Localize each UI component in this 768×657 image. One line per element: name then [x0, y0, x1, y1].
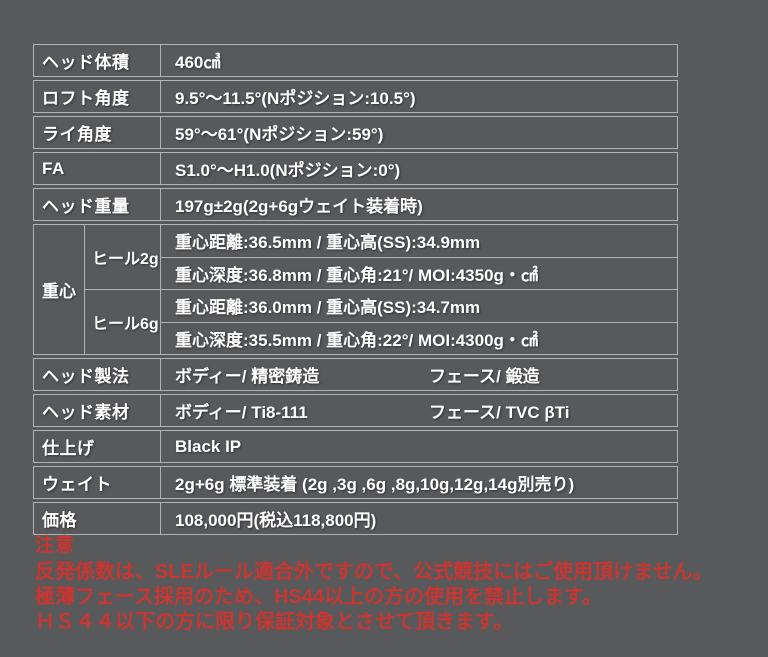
caution-line: 反発係数は、SLEルール適合外ですので、公式競技にはご使用頂けません。	[35, 561, 713, 583]
spec-label: ウェイト	[34, 467, 161, 498]
spec-table: ヘッド体積 460㎤ ロフト角度 9.5°～11.5°(Nポジション:10.5°…	[33, 44, 678, 538]
spec-label: ヘッド素材	[34, 395, 161, 426]
spec-value: 59°～61°(Nポジション:59°)	[175, 125, 384, 144]
spec-label: ヘッド体積	[34, 45, 161, 76]
spec-row-head-material: ヘッド素材 ボディー/ Ti8-111 フェース/ TVC βTi	[33, 394, 678, 427]
caution-notes: 注意 反発係数は、SLEルール適合外ですので、公式競技にはご使用頂けません。 極…	[35, 534, 768, 635]
spec-value: 108,000円(税込118,800円)	[175, 511, 377, 530]
cg-group-heel6g: ヒール6g 重心距離:36.0mm / 重心高(SS):34.7mm 重心深度:…	[85, 289, 677, 354]
cg-value-line: 重心深度:36.8mm / 重心角:21°/ MOI:4350g・㎠	[175, 265, 538, 285]
spec-value: 2g+6g 標準装着 (2g ,3g ,6g ,8g,10g,12g,14g別売…	[175, 475, 575, 494]
cg-content: ヒール2g 重心距離:36.5mm / 重心高(SS):34.9mm 重心深度:…	[85, 225, 677, 354]
center-of-gravity-block: 重心 ヒール2g 重心距離:36.5mm / 重心高(SS):34.9mm 重心…	[33, 224, 678, 355]
spec-value-face: フェース/ TVC βTi	[429, 403, 570, 422]
spec-row-finish: 仕上げ Black IP	[33, 430, 678, 463]
cg-label: 重心	[34, 225, 85, 354]
spec-label: 価格	[34, 503, 161, 534]
cg-sub-label: ヒール2g	[85, 225, 161, 289]
spec-label: FA	[34, 153, 161, 184]
spec-value-body: ボディー/ Ti8-111	[175, 403, 308, 422]
cg-group-heel2g: ヒール2g 重心距離:36.5mm / 重心高(SS):34.9mm 重心深度:…	[85, 225, 677, 289]
cg-value-line: 重心距離:36.5mm / 重心高(SS):34.9mm	[161, 225, 677, 258]
spec-value: 197g±2g(2g+6gウェイト装着時)	[175, 197, 423, 216]
spec-row-fa: FA S1.0°～H1.0(Nポジション:0°)	[33, 152, 678, 185]
spec-value: S1.0°～H1.0(Nポジション:0°)	[175, 161, 401, 180]
spec-value-body: ボディー/ 精密鋳造	[175, 367, 320, 386]
spec-label: ロフト角度	[34, 81, 161, 112]
spec-row-loft-angle: ロフト角度 9.5°～11.5°(Nポジション:10.5°)	[33, 80, 678, 113]
spec-label: ヘッド製法	[34, 359, 161, 390]
spec-label: ヘッド重量	[34, 189, 161, 220]
caution-title: 注意	[35, 535, 76, 556]
spec-row-price: 価格 108,000円(税込118,800円)	[33, 502, 678, 535]
spec-row-head-volume: ヘッド体積 460㎤	[33, 44, 678, 77]
spec-row-lie-angle: ライ角度 59°～61°(Nポジション:59°)	[33, 116, 678, 149]
spec-label: 仕上げ	[34, 431, 161, 462]
spec-value: 460㎤	[175, 53, 221, 72]
spec-row-weight: ウェイト 2g+6g 標準装着 (2g ,3g ,6g ,8g,10g,12g,…	[33, 466, 678, 499]
spec-value: Black IP	[175, 436, 242, 456]
cg-value-line: 重心深度:35.5mm / 重心角:22°/ MOI:4300g・㎠	[175, 330, 538, 350]
spec-value: 9.5°～11.5°(Nポジション:10.5°)	[175, 89, 416, 108]
cg-sub-label: ヒール6g	[85, 290, 161, 354]
caution-line: ＨＳ４４以下の方に限り保証対象とさせて頂きます。	[35, 611, 513, 633]
spec-value-face: フェース/ 鍛造	[429, 367, 540, 386]
spec-row-head-weight: ヘッド重量 197g±2g(2g+6gウェイト装着時)	[33, 188, 678, 221]
caution-line: 極薄フェース採用のため、HS44以上の方の使用を禁止します。	[35, 586, 603, 608]
spec-row-head-construction: ヘッド製法 ボディー/ 精密鋳造 フェース/ 鍛造	[33, 358, 678, 391]
cg-value-line: 重心距離:36.0mm / 重心高(SS):34.7mm	[161, 290, 677, 323]
spec-label: ライ角度	[34, 117, 161, 148]
